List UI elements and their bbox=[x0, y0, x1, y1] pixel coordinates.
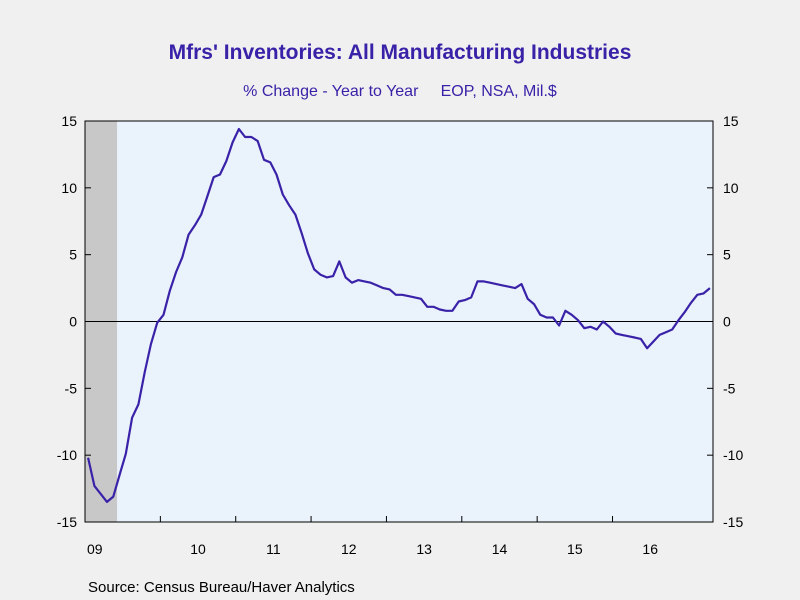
y-tick-label-right: 0 bbox=[723, 314, 731, 330]
series-layer bbox=[87, 127, 711, 503]
x-tick-label: 14 bbox=[492, 541, 508, 557]
y-tick-label-right: 15 bbox=[723, 113, 739, 129]
x-tick-label: 10 bbox=[190, 541, 206, 557]
x-tick-label: 11 bbox=[266, 541, 281, 557]
x-tick-label: 09 bbox=[87, 541, 103, 557]
y-tick-label-left: -5 bbox=[65, 380, 78, 396]
y-tick-label-left: 0 bbox=[69, 314, 77, 330]
y-tick-label-left: -10 bbox=[57, 447, 77, 463]
chart-title: Mfrs' Inventories: All Manufacturing Ind… bbox=[169, 41, 632, 64]
y-tick-label-right: -5 bbox=[723, 380, 736, 396]
x-tick-label: 16 bbox=[642, 541, 658, 557]
x-tick-label: 12 bbox=[341, 541, 357, 557]
y-tick-label-right: -10 bbox=[723, 447, 743, 463]
y-tick-label-left: 15 bbox=[61, 113, 77, 129]
y-tick-label-right: 5 bbox=[723, 247, 731, 263]
axis-layer: 15 15 10 10 5 5 0 0 -5 -5 -10 -10 -15 -15 09 10 11 12 13 14… bbox=[57, 113, 744, 557]
x-tick-label: 13 bbox=[416, 541, 432, 557]
y-tick-label-left: 5 bbox=[69, 247, 77, 263]
y-tick-label-left: -15 bbox=[57, 514, 77, 530]
y-tick-label-right: -15 bbox=[723, 514, 743, 530]
y-tick-label-left: 10 bbox=[61, 180, 77, 196]
source-note: Source: Census Bureau/Haver Analytics bbox=[88, 579, 355, 596]
series-line bbox=[87, 127, 711, 503]
chart-subtitle: % Change - Year to Year EOP, NSA, Mil.$ bbox=[243, 83, 557, 100]
y-tick-label-right: 10 bbox=[723, 180, 739, 196]
x-tick-label: 15 bbox=[567, 541, 583, 557]
